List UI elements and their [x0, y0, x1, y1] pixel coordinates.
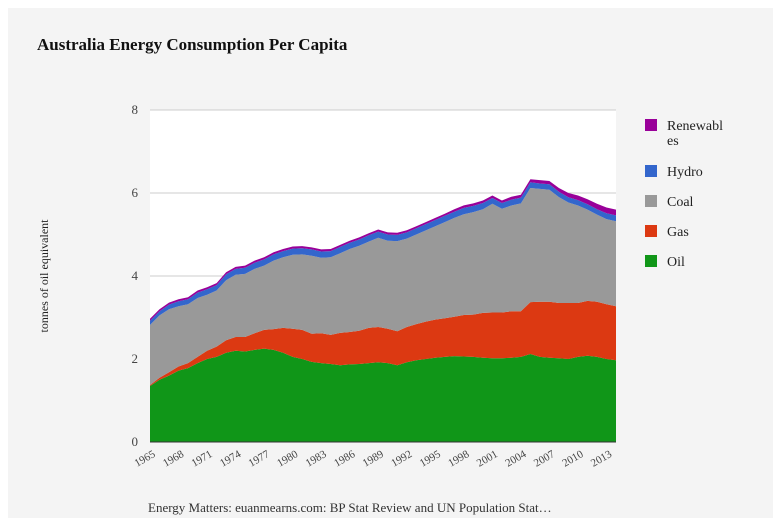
area-series-gas: [150, 300, 616, 386]
y-tick-label: 2: [132, 351, 139, 366]
x-tick-label: 1977: [247, 448, 272, 470]
area-series-renewables: [150, 179, 616, 321]
x-tick-label: 1965: [132, 448, 157, 470]
x-tick-label: 2013: [589, 448, 614, 470]
legend-swatch: [645, 119, 657, 131]
x-tick-label: 1995: [418, 448, 443, 470]
y-tick-label: 6: [132, 185, 139, 200]
x-tick-label: 2007: [532, 448, 557, 470]
x-tick-label: 1989: [361, 448, 386, 470]
x-tick-label: 1968: [161, 448, 186, 470]
y-tick-label: 8: [132, 102, 139, 117]
chart-svg: 0 2 4 6 8 1965 1968 1971 1974 1977 1980 1983 1986 198…: [37, 102, 723, 470]
legend-label: Hydro: [667, 165, 703, 180]
legend-swatch: [645, 165, 657, 177]
area-series-oil: [150, 348, 616, 442]
chart-container: Australia Energy Consumption Per Capita …: [8, 8, 773, 518]
x-tick-label: 1980: [275, 448, 300, 470]
x-tick-label: 1986: [332, 448, 357, 470]
legend-swatch: [645, 195, 657, 207]
x-tick-label: 1971: [190, 448, 215, 469]
x-tick-label: 2001: [475, 448, 500, 469]
x-tick-label: 1992: [389, 448, 414, 469]
y-tick-label: 0: [132, 434, 139, 449]
legend-label: Oil: [667, 255, 685, 270]
y-axis-title: tonnes of oil equivalent: [37, 219, 51, 333]
legend-swatch: [645, 225, 657, 237]
x-tick-label: 1998: [446, 448, 471, 470]
x-tick-label: 2010: [560, 448, 585, 470]
source-note: Energy Matters: euanmearns.com: BP Stat …: [148, 500, 552, 515]
area-series-coal: [150, 188, 616, 386]
x-tick-label: 2004: [503, 448, 528, 470]
legend-label: Renewabl: [667, 119, 723, 134]
x-tick-label: 1983: [304, 448, 329, 470]
y-tick-label: 4: [132, 268, 139, 283]
legend-label: Coal: [667, 195, 694, 210]
x-tick-label: 1974: [218, 448, 243, 470]
legend-label-continued: es: [667, 134, 679, 149]
chart-title: Australia Energy Consumption Per Capita: [37, 35, 348, 54]
legend-label: Gas: [667, 225, 689, 240]
legend-swatch: [645, 255, 657, 267]
